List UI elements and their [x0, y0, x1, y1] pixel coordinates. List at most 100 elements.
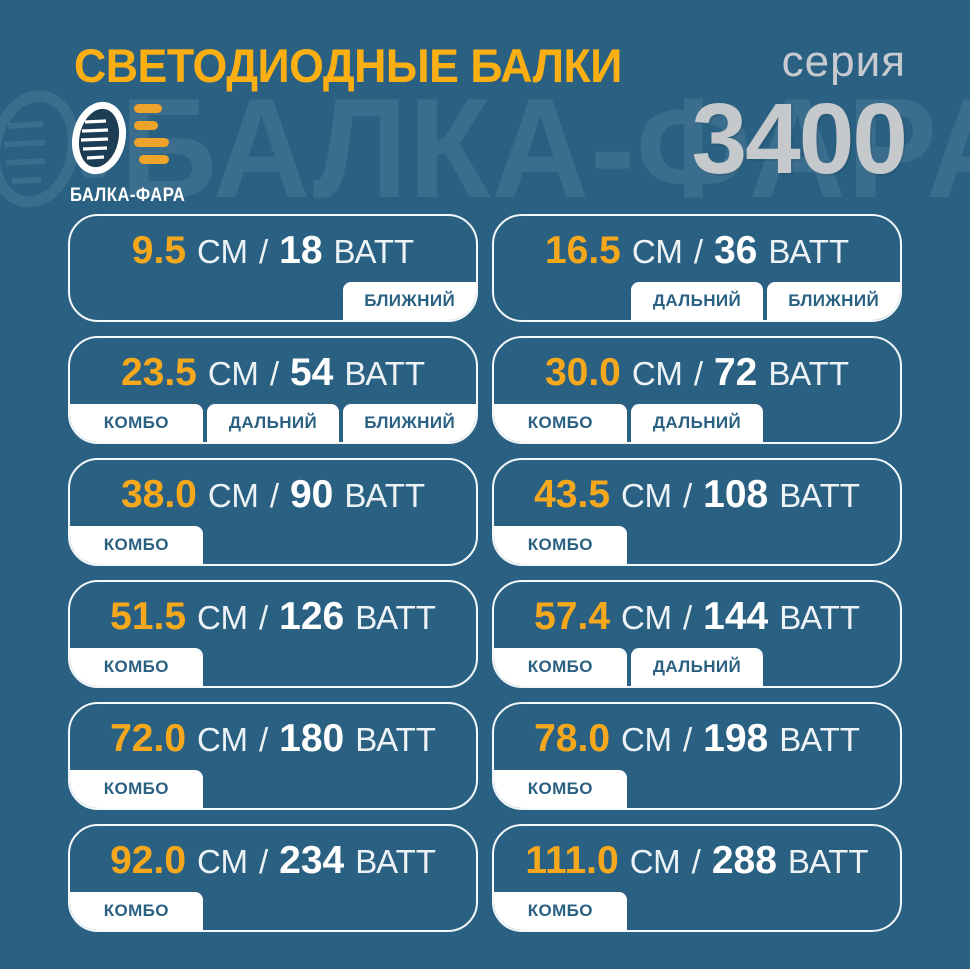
beam-type-tag-combo: КОМБО: [70, 526, 203, 564]
size-value: 78.0: [534, 717, 611, 760]
tag-bar: КОМБО: [70, 526, 476, 564]
watt-value: 72: [713, 351, 758, 394]
product-card: 43.5 СМ / 108 ВАТТ КОМБО: [492, 458, 902, 566]
watt-unit: ВАТТ: [355, 599, 436, 636]
watt-unit: ВАТТ: [768, 233, 850, 270]
tag-bar: КОМБО: [494, 770, 900, 808]
spec-separator: /: [693, 355, 703, 392]
product-spec: 92.0 СМ / 234 ВАТТ: [70, 826, 476, 896]
watt-unit: ВАТТ: [779, 599, 860, 636]
beam-type-tag-high-beam: ДАЛЬНИЙ: [630, 648, 764, 686]
size-unit: СМ: [631, 233, 683, 270]
beam-type-tag-high-beam: ДАЛЬНИЙ: [630, 404, 764, 442]
size-value: 9.5: [131, 229, 187, 272]
series-block: серия 3400: [691, 37, 908, 195]
page-title: СВЕТОДИОДНЫЕ БАЛКИ: [74, 39, 622, 92]
product-card: 111.0 СМ / 288 ВАТТ КОМБО: [492, 824, 902, 932]
tag-bar: КОМБО ДАЛЬНИЙ: [494, 404, 900, 442]
watt-unit: ВАТТ: [344, 477, 426, 514]
watt-unit: ВАТТ: [779, 721, 860, 758]
size-value: 30.0: [544, 351, 621, 394]
size-unit: СМ: [631, 355, 683, 392]
size-value: 38.0: [120, 473, 197, 516]
watt-unit: ВАТТ: [355, 843, 436, 880]
product-spec: 30.0 СМ / 72 ВАТТ: [494, 338, 900, 408]
watt-value: 54: [289, 351, 334, 394]
product-spec: 43.5 СМ / 108 ВАТТ: [494, 460, 900, 530]
series-number: 3400: [691, 83, 908, 195]
watt-unit: ВАТТ: [768, 355, 850, 392]
watt-value: 90: [289, 473, 334, 516]
size-unit: СМ: [621, 599, 672, 636]
beam-type-tag-combo: КОМБО: [494, 404, 627, 442]
brand-logo: БАЛКА-ФАРА: [70, 100, 202, 207]
size-value: 72.0: [110, 717, 187, 760]
headlight-icon: [71, 101, 169, 175]
size-unit: СМ: [197, 843, 248, 880]
beam-type-tag-combo: КОМБО: [70, 892, 203, 930]
watt-value: 108: [703, 473, 769, 516]
product-spec: 38.0 СМ / 90 ВАТТ: [70, 460, 476, 530]
watt-value: 144: [703, 595, 769, 638]
size-unit: СМ: [629, 843, 681, 880]
product-spec: 57.4 СМ / 144 ВАТТ: [494, 582, 900, 652]
product-card: 92.0 СМ / 234 ВАТТ КОМБО: [68, 824, 478, 932]
product-card: 30.0 СМ / 72 ВАТТ КОМБО ДАЛЬНИЙ: [492, 336, 902, 444]
series-label: серия: [781, 37, 906, 86]
beam-type-tag-combo: КОМБО: [494, 892, 627, 930]
watt-value: 234: [279, 839, 345, 882]
tag-bar: КОМБО ДАЛЬНИЙ: [494, 648, 900, 686]
tag-bar: КОМБО: [70, 892, 476, 930]
size-value: 51.5: [110, 595, 187, 638]
watt-value: 198: [703, 717, 769, 760]
product-grid: 9.5 СМ / 18 ВАТТ БЛИЖНИЙ 16.5 СМ / 36 ВА…: [68, 214, 902, 932]
watt-value: 126: [279, 595, 345, 638]
spec-separator: /: [258, 843, 269, 880]
product-spec: 9.5 СМ / 18 ВАТТ: [70, 216, 476, 286]
watt-value: 288: [711, 839, 777, 882]
size-unit: СМ: [197, 233, 248, 270]
logo-text: БАЛКА-ФАРА: [70, 185, 186, 206]
spec-separator: /: [682, 721, 693, 758]
spec-separator: /: [682, 477, 693, 514]
product-card: 78.0 СМ / 198 ВАТТ КОМБО: [492, 702, 902, 810]
product-spec: 72.0 СМ / 180 ВАТТ: [70, 704, 476, 774]
beam-type-tag-combo: КОМБО: [494, 526, 627, 564]
spec-separator: /: [693, 233, 703, 270]
size-unit: СМ: [207, 477, 259, 514]
size-unit: СМ: [621, 477, 672, 514]
spec-separator: /: [258, 599, 269, 636]
beam-type-tag-combo: КОМБО: [70, 648, 203, 686]
size-value: 57.4: [534, 595, 611, 638]
watt-value: 18: [279, 229, 323, 272]
product-card: 51.5 СМ / 126 ВАТТ КОМБО: [68, 580, 478, 688]
product-card: 57.4 СМ / 144 ВАТТ КОМБО ДАЛЬНИЙ: [492, 580, 902, 688]
product-card: 23.5 СМ / 54 ВАТТ КОМБО ДАЛЬНИЙ БЛИЖНИЙ: [68, 336, 478, 444]
tag-bar: БЛИЖНИЙ: [70, 282, 476, 320]
size-value: 43.5: [534, 473, 611, 516]
spec-separator: /: [269, 355, 279, 392]
tag-bar: КОМБО ДАЛЬНИЙ БЛИЖНИЙ: [70, 404, 476, 442]
size-unit: СМ: [207, 355, 259, 392]
watt-unit: ВАТТ: [333, 233, 415, 270]
spec-separator: /: [258, 721, 269, 758]
spec-separator: /: [258, 233, 269, 270]
size-value: 92.0: [110, 839, 187, 882]
product-spec: 51.5 СМ / 126 ВАТТ: [70, 582, 476, 652]
product-spec: 78.0 СМ / 198 ВАТТ: [494, 704, 900, 774]
watt-value: 36: [713, 229, 758, 272]
tag-bar: КОМБО: [70, 648, 476, 686]
product-card: 38.0 СМ / 90 ВАТТ КОМБО: [68, 458, 478, 566]
size-value: 16.5: [544, 229, 621, 272]
beam-type-tag-low-beam: БЛИЖНИЙ: [767, 282, 900, 320]
watt-unit: ВАТТ: [779, 477, 860, 514]
spec-separator: /: [691, 843, 701, 880]
product-spec: 23.5 СМ / 54 ВАТТ: [70, 338, 476, 408]
product-card: 16.5 СМ / 36 ВАТТ ДАЛЬНИЙ БЛИЖНИЙ: [492, 214, 902, 322]
watt-unit: ВАТТ: [787, 843, 869, 880]
beam-type-tag-combo: КОМБО: [70, 770, 203, 808]
spec-separator: /: [269, 477, 279, 514]
tag-bar: КОМБО: [494, 526, 900, 564]
spec-separator: /: [682, 599, 693, 636]
